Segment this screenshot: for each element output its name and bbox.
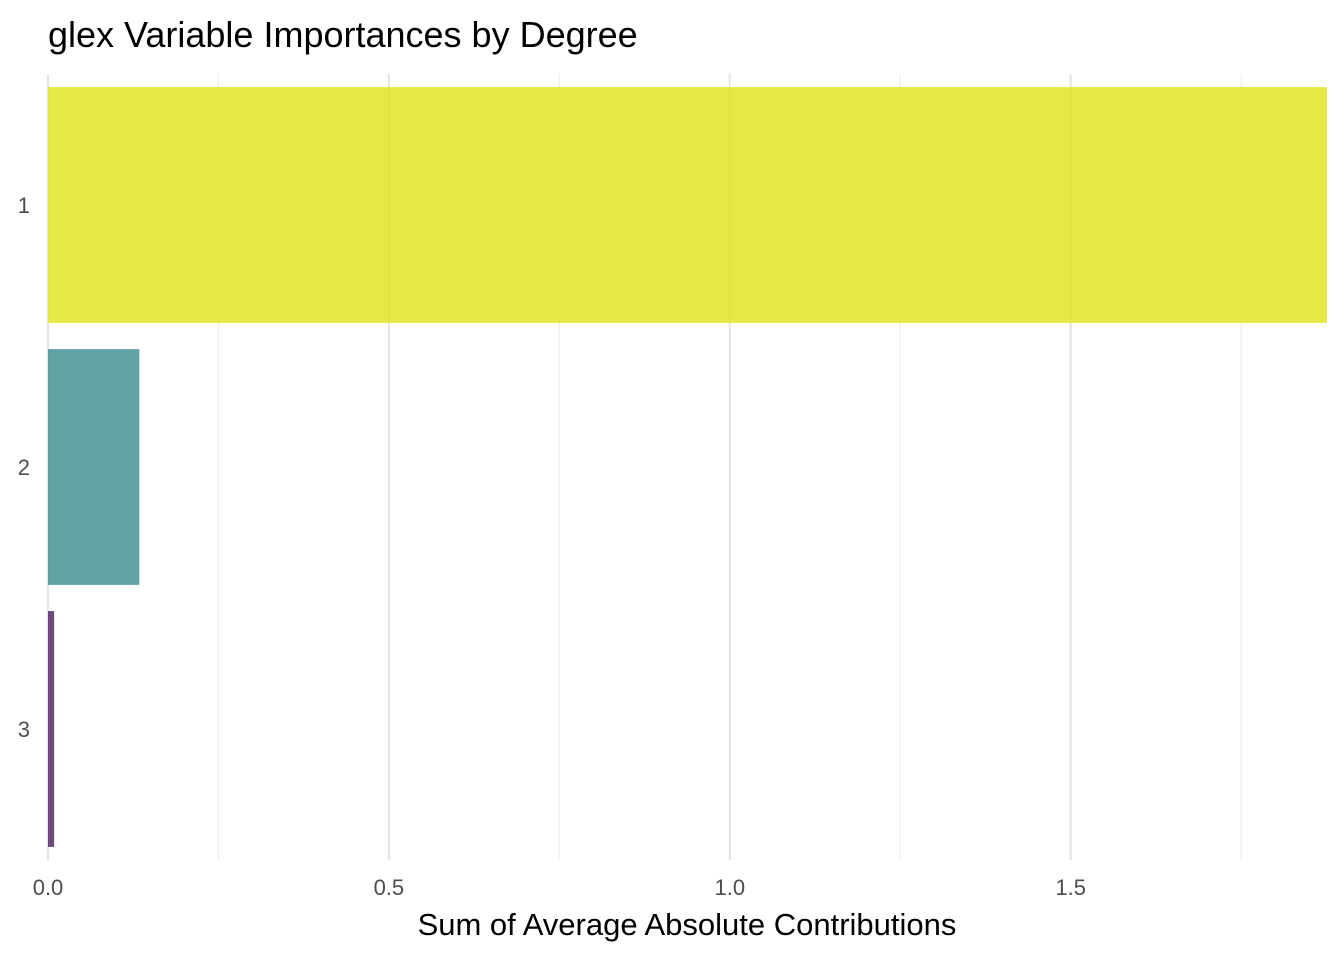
chart-title: glex Variable Importances by Degree <box>48 14 638 55</box>
y-tick-label-2: 2 <box>18 455 30 480</box>
x-tick-label-2: 1.0 <box>714 875 745 900</box>
bar-degree-2 <box>48 349 140 585</box>
bars <box>48 87 1327 847</box>
x-tick-label-3: 1.5 <box>1055 875 1086 900</box>
bar-degree-3 <box>48 611 55 847</box>
y-tick-label-1: 1 <box>18 193 30 218</box>
x-tick-label-1: 0.5 <box>374 875 405 900</box>
y-tick-label-3: 3 <box>18 717 30 742</box>
x-tick-labels: 0.0 0.5 1.0 1.5 <box>33 875 1086 900</box>
bar-degree-1 <box>48 87 1327 323</box>
x-axis-title: Sum of Average Absolute Contributions <box>418 907 957 942</box>
y-tick-labels: 1 2 3 <box>18 193 30 742</box>
x-tick-label-0: 0.0 <box>33 875 64 900</box>
